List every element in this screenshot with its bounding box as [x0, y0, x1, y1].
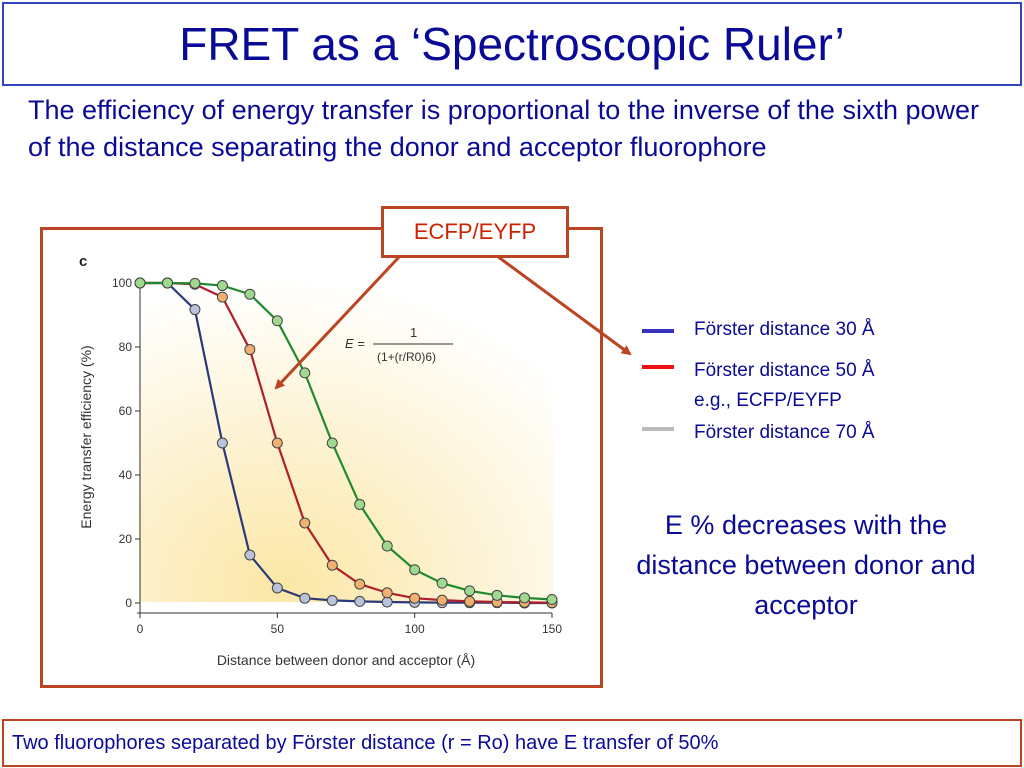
data-point-r0-70 [381, 540, 393, 552]
legend-label-30: Förster distance 30 Å [694, 319, 875, 340]
data-point-r0-70 [216, 280, 228, 292]
data-point-r0-50 [299, 517, 311, 529]
y-tick-label: 40 [119, 468, 133, 482]
y-tick-label: 80 [119, 340, 133, 354]
fret-efficiency-chart: 0 20 40 60 80 100 0 50 100 150 c Distance between… [78, 253, 562, 668]
data-point-r0-30 [216, 437, 228, 449]
y-tick-label: 100 [112, 276, 132, 290]
x-tick-label: 150 [542, 622, 562, 636]
legend-label-70: Förster distance 70 Å [694, 422, 875, 443]
ecfp-eyfp-callout: ECFP/EYFP [381, 206, 569, 258]
data-point-r0-30 [381, 596, 393, 608]
data-point-r0-50 [271, 437, 283, 449]
data-point-r0-50 [216, 291, 228, 303]
panel-label: c [79, 253, 87, 270]
data-point-r0-50 [244, 344, 256, 356]
data-point-r0-70 [354, 498, 366, 510]
title-box: FRET as a ‘Spectroscopic Ruler’ [2, 2, 1022, 86]
callout-label: ECFP/EYFP [413, 219, 537, 244]
equation-numerator: 1 [410, 325, 417, 340]
intro-text: The efficiency of energy transfer is pro… [28, 95, 979, 162]
data-point-r0-50 [326, 559, 338, 571]
data-point-r0-30 [299, 592, 311, 604]
equation-lhs: E = [345, 336, 365, 351]
data-point-r0-30 [354, 595, 366, 607]
data-point-r0-70 [326, 437, 338, 449]
slide-title: FRET as a ‘Spectroscopic Ruler’ [179, 18, 845, 70]
data-point-r0-70 [271, 315, 283, 327]
x-tick-label: 50 [271, 622, 285, 636]
legend-swatch-30 [642, 329, 674, 333]
data-point-r0-70 [189, 277, 201, 289]
series-line-r0-70 [140, 281, 553, 601]
series-line-r0-50 [140, 281, 553, 604]
data-point-r0-30 [326, 594, 338, 606]
equation-denominator: (1+(r/R0)6) [377, 350, 436, 364]
x-tick-label: 0 [137, 622, 144, 636]
data-point-r0-50 [436, 594, 448, 606]
data-point-r0-70 [134, 277, 146, 289]
data-point-r0-50 [381, 587, 393, 599]
legend-label-50: Förster distance 50 Å [694, 360, 875, 381]
plot-background [139, 262, 553, 602]
data-point-r0-70 [161, 277, 173, 289]
data-point-r0-70 [244, 288, 256, 300]
data-point-r0-70 [409, 564, 421, 576]
data-point-r0-50 [464, 595, 476, 607]
legend-sublabel-50: e.g., ECFP/EYFP [694, 390, 842, 411]
data-point-r0-30 [271, 582, 283, 594]
data-point-r0-50 [409, 592, 421, 604]
data-point-r0-70 [464, 585, 476, 597]
data-point-r0-70 [546, 593, 558, 605]
distance-note: E % decreases with the distance between … [636, 510, 976, 620]
x-axis-label: Distance between donor and acceptor (Å) [217, 652, 475, 668]
y-tick-label: 60 [119, 404, 133, 418]
data-point-r0-30 [244, 549, 256, 561]
data-point-r0-50 [354, 578, 366, 590]
y-axis-label: Energy transfer efficiency (%) [78, 345, 94, 528]
legend-swatch-50 [642, 365, 674, 369]
y-tick-label: 0 [125, 596, 132, 610]
y-tick-label: 20 [119, 532, 133, 546]
data-point-r0-70 [436, 577, 448, 589]
x-tick-label: 100 [405, 622, 425, 636]
data-point-r0-70 [519, 592, 531, 604]
data-point-r0-30 [189, 304, 201, 316]
footer-box: Two fluorophores separated by Förster di… [2, 719, 1022, 767]
chart-frame: 0 20 40 60 80 100 0 50 100 150 c Distance between… [40, 227, 603, 688]
footer-text: Two fluorophores separated by Förster di… [12, 731, 719, 754]
data-point-r0-70 [491, 589, 503, 601]
data-point-r0-70 [299, 367, 311, 379]
legend-swatch-70 [642, 427, 674, 431]
